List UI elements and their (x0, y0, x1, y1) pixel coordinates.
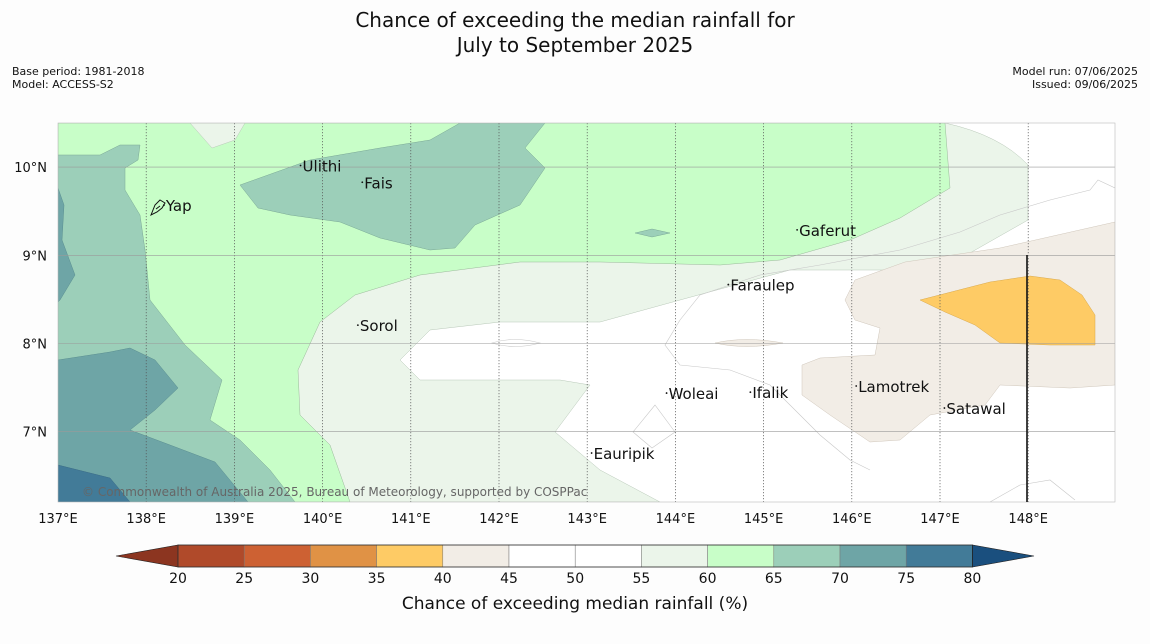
model-run: Model run: 07/06/2025 (1012, 65, 1138, 78)
colorbar-tick-label: 70 (831, 571, 849, 587)
place-label: Woleai (669, 385, 719, 403)
lon-tick-label: 143°E (567, 512, 607, 527)
colorbar-segment (707, 544, 775, 568)
contour-60-65 (58, 123, 951, 502)
base-period: Base period: 1981-2018 (12, 65, 145, 78)
place-label: Ifalik (752, 384, 788, 402)
place-marker (356, 324, 359, 327)
place-marker (361, 181, 364, 184)
copyright-notice: © Commonwealth of Australia 2025, Bureau… (82, 485, 587, 499)
colorbar-tick-label: 80 (963, 571, 981, 587)
colorbar-tick-label: 35 (368, 571, 386, 587)
place-labels: Yap Ulithi Fais Gaferut Faraulep Sorol Lamotre… (162, 158, 1006, 463)
colorbar-segment (905, 544, 973, 568)
colorbar-title: Chance of exceeding median rainfall (%) (401, 594, 749, 614)
colorbar-over-arrow (972, 544, 1035, 568)
contour-35-40 (919, 275, 1096, 346)
lat-tick-label: 10°N (14, 161, 47, 176)
colorbar-tick-label: 60 (699, 571, 717, 587)
colorbar-segment (376, 544, 444, 568)
map-title: Chance of exceeding the median rainfall … (0, 8, 1150, 58)
lon-tick-label: 142°E (479, 512, 519, 527)
contour-40-45-small (714, 339, 784, 347)
graticule (58, 123, 1115, 502)
colorbar-under-arrow (115, 544, 179, 568)
place-label: Satawal (946, 400, 1005, 418)
colorbar-segment (773, 544, 841, 568)
place-label: Eauripik (594, 445, 655, 463)
colorbar-tick-label: 50 (566, 571, 584, 587)
axis-ticks: 137°E 138°E 139°E 140°E 141°E 142°E 143°E 144°E… (14, 161, 1048, 527)
place-marker (749, 391, 752, 394)
metadata-right: Model run: 07/06/2025 Issued: 09/06/2025 (1012, 65, 1138, 91)
colorbar-tick-label: 30 (301, 571, 319, 587)
metadata-left: Base period: 1981-2018 Model: ACCESS-S2 (12, 65, 144, 91)
lon-tick-label: 148°E (1008, 512, 1048, 527)
colorbar-tick-label: 20 (169, 571, 187, 587)
colorbar-segment (243, 544, 311, 568)
colorbar-tick-label: 55 (632, 571, 650, 587)
place-marker (855, 385, 858, 387)
title-line-1: Chance of exceeding the median rainfall … (355, 8, 795, 32)
place-marker (665, 392, 668, 394)
place-marker (796, 228, 799, 231)
colorbar-segment (177, 544, 245, 568)
place-label: Yap (165, 197, 192, 215)
contour-65-70-small (634, 228, 671, 238)
place-label: Faraulep (730, 277, 794, 295)
model-name: Model: ACCESS-S2 (12, 78, 114, 91)
contour-55-60-top (189, 123, 246, 149)
colorbar-segment (574, 544, 642, 568)
lon-tick-label: 141°E (391, 512, 431, 527)
contour-65-70-central (239, 123, 546, 251)
place-label: Sorol (360, 317, 398, 335)
lon-tick-label: 137°E (38, 512, 78, 527)
lat-tick-label: 9°N (23, 249, 48, 264)
lon-tick-label: 145°E (744, 512, 784, 527)
issued-date: Issued: 09/06/2025 (1031, 78, 1138, 91)
place-label: Fais (364, 174, 393, 192)
colorbar-tick-label: 25 (235, 571, 253, 587)
colorbar-segment (839, 544, 907, 568)
colorbar-segment (310, 544, 377, 568)
colorbar-segment (442, 544, 510, 568)
colorbar-segment (641, 544, 708, 568)
colorbar-tick-label: 40 (434, 571, 452, 587)
place-label: Ulithi (303, 158, 342, 176)
place-marker (943, 407, 946, 409)
place-marker (299, 164, 302, 167)
probability-contours (58, 123, 1115, 502)
colorbar-tick-label: 75 (897, 571, 915, 587)
contour-line-east (664, 179, 1115, 471)
yap-island (150, 199, 166, 217)
lon-tick-label: 140°E (303, 512, 343, 527)
place-label: Gaferut (799, 222, 856, 240)
lon-tick-label: 146°E (832, 512, 872, 527)
contour-50-small (490, 339, 542, 347)
map-frame (57, 122, 1116, 503)
place-marker (590, 452, 593, 454)
lon-tick-label: 147°E (920, 512, 960, 527)
lon-tick-label: 144°E (656, 512, 696, 527)
contour-70-75 (58, 187, 249, 502)
title-line-2: July to September 2025 (456, 33, 694, 57)
place-marker (727, 283, 730, 286)
place-label: Lamotrek (858, 378, 929, 396)
lon-tick-label: 138°E (126, 512, 166, 527)
lon-tick-label: 139°E (215, 512, 255, 527)
colorbar: 20 25 30 35 40 45 50 55 60 65 70 75 80 (115, 544, 1035, 587)
colorbar-segment (508, 544, 576, 568)
lat-tick-label: 7°N (23, 426, 48, 441)
lat-tick-label: 8°N (23, 338, 48, 353)
contour-75-80 (58, 464, 131, 502)
place-marker (162, 204, 165, 207)
colorbar-outline (177, 544, 973, 568)
colorbar-tick-label: 45 (500, 571, 518, 587)
colorbar-tick-label: 65 (765, 571, 783, 587)
